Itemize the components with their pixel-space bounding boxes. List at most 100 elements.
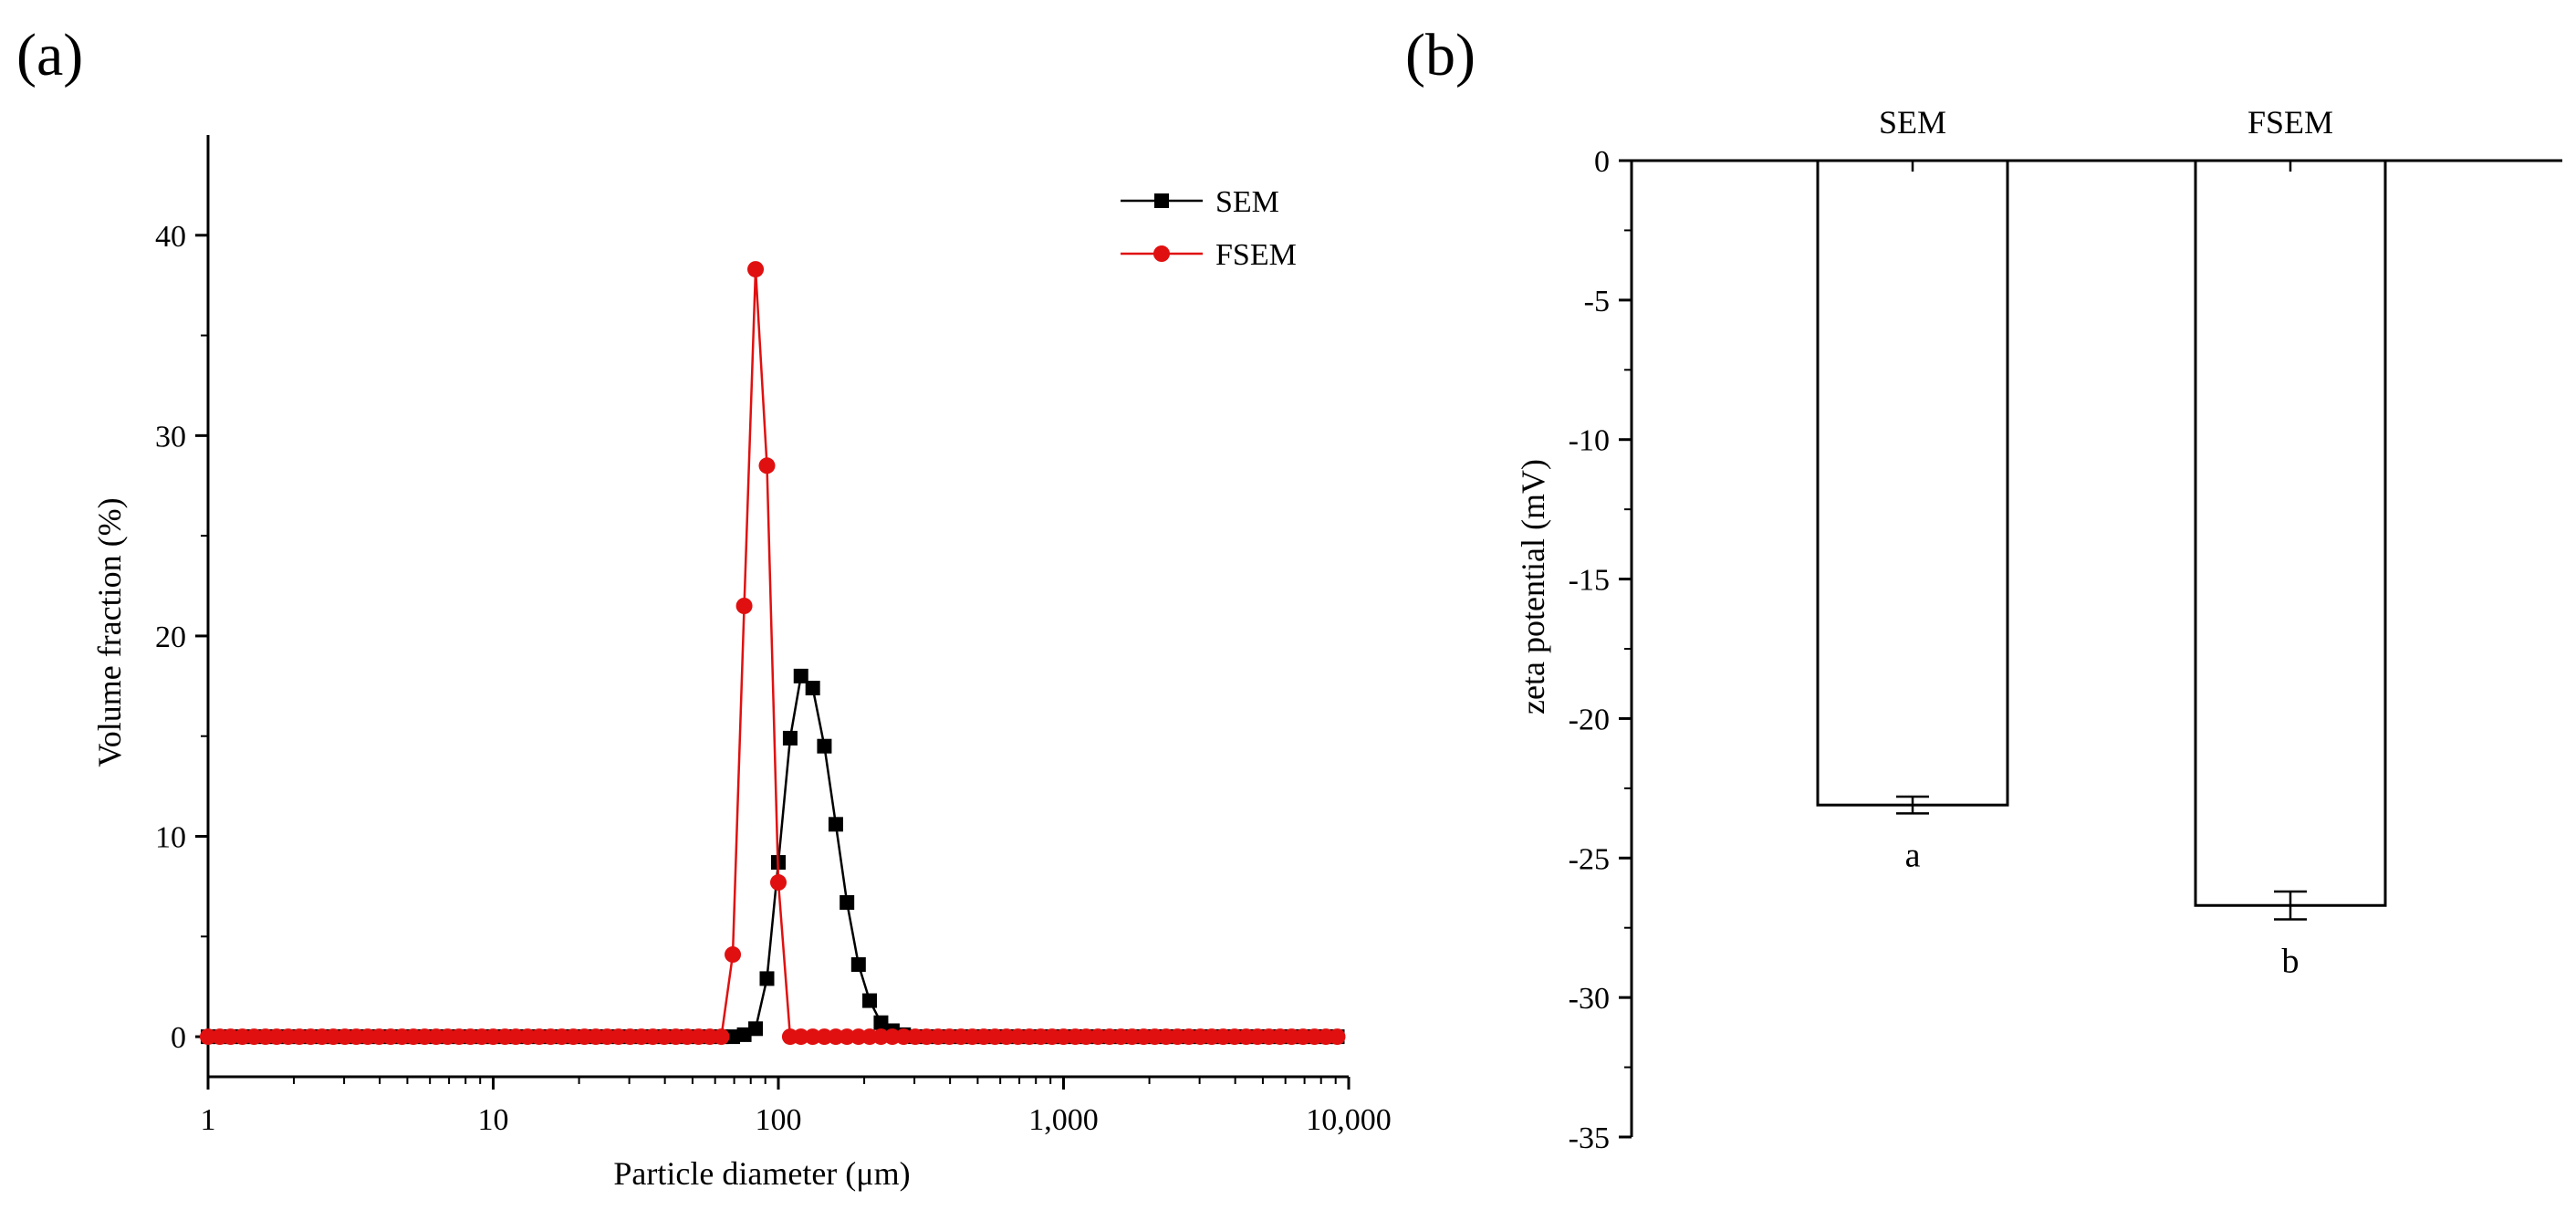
series-sem-point: [748, 1021, 764, 1037]
series-fsem-point: [929, 1028, 946, 1046]
series-fsem-point: [1157, 1028, 1174, 1046]
legend-sem-label: SEM: [1215, 185, 1279, 219]
series-fsem-point: [998, 1028, 1016, 1046]
series-fsem-point: [610, 1028, 627, 1046]
series-fsem-point: [416, 1028, 433, 1046]
series-fsem-point: [1100, 1028, 1118, 1046]
series-fsem-point: [428, 1028, 445, 1046]
series-sem-point: [840, 894, 855, 910]
panel-a-axes: 0 10 20 30 40 1 10 100 1,000 10,000: [155, 135, 1392, 1137]
series-fsem-point: [245, 1028, 263, 1046]
series-fsem-point: [632, 1028, 650, 1046]
panel-b-y-tick-label: -20: [1569, 703, 1610, 736]
series-fsem-point: [758, 457, 776, 475]
category-label-fsem: FSEM: [2247, 104, 2333, 141]
series-fsem-point: [872, 1028, 890, 1046]
zeta-potential-panel: (b) 0 -5 -10 -15 -20 -25 -30 -35 SEM a FSEM b zeta…: [1405, 22, 2562, 1155]
panel-a-y-tick-label: 30: [155, 420, 186, 454]
series-fsem-point: [439, 1028, 456, 1046]
series-fsem-point: [1032, 1028, 1049, 1046]
panel-a-y-tick-label: 20: [155, 621, 186, 654]
panel-b-y-tick-label: -15: [1569, 564, 1610, 598]
series-fsem-point: [553, 1028, 570, 1046]
series-fsem-point: [1078, 1028, 1095, 1046]
series-sem-point: [782, 730, 798, 746]
series-fsem-point: [1180, 1028, 1197, 1046]
series-fsem-point: [941, 1028, 958, 1046]
panel-b-y-axis-title: zeta potential (mV): [1515, 459, 1551, 715]
series-fsem-point: [1306, 1028, 1323, 1046]
series-fsem-point: [975, 1028, 993, 1046]
series-sem-point: [828, 817, 843, 832]
panel-b-bars: SEM a FSEM b: [1816, 104, 2387, 981]
panel-b-y-tick-label: -10: [1569, 424, 1610, 458]
series-fsem-point: [735, 598, 753, 614]
series-fsem-point: [1295, 1028, 1312, 1046]
series-fsem-point: [302, 1028, 319, 1046]
series-fsem-point: [473, 1028, 490, 1046]
series-sem-point: [736, 1027, 752, 1042]
significance-label-sem: a: [1905, 836, 1921, 874]
series-fsem-point: [725, 946, 742, 964]
bar-sem: [1816, 159, 2009, 807]
panel-a-y-tick-label: 40: [155, 220, 186, 254]
series-fsem-point: [1043, 1028, 1060, 1046]
series-fsem-point: [291, 1028, 308, 1046]
series-fsem-point: [462, 1028, 479, 1046]
series-fsem-point: [1225, 1028, 1243, 1046]
series-fsem-point: [1090, 1028, 1107, 1046]
panel-b-axes: 0 -5 -10 -15 -20 -25 -30 -35: [1569, 145, 2562, 1155]
series-fsem-point: [1009, 1028, 1027, 1046]
panel-b-y-tick-label: -5: [1584, 285, 1610, 318]
series-fsem-point: [713, 1028, 730, 1046]
series-sem-point: [862, 993, 878, 1008]
series-fsem-point: [405, 1028, 422, 1046]
series-fsem-point: [1021, 1028, 1038, 1046]
series-fsem-point: [451, 1028, 468, 1046]
panel-a-x-tick-label: 1,000: [1028, 1103, 1099, 1137]
series-fsem-point: [337, 1028, 354, 1046]
series-fsem-point: [701, 1028, 718, 1046]
series-fsem-point: [1146, 1028, 1163, 1046]
series-fsem-point: [382, 1028, 400, 1046]
series-fsem-point: [953, 1028, 970, 1046]
panel-a-x-tick-label: 10,000: [1306, 1103, 1392, 1137]
series-sem-point: [725, 1029, 741, 1045]
legend-fsem-marker: [1153, 245, 1170, 262]
series-sem-point: [793, 668, 808, 683]
series-fsem-point: [507, 1028, 525, 1046]
panel-b-y-tick-label: -35: [1569, 1121, 1610, 1155]
bar-fsem: [2194, 159, 2387, 907]
series-fsem-point: [1260, 1028, 1278, 1046]
category-label-sem: SEM: [1879, 104, 1946, 141]
significance-label-fsem: b: [2282, 943, 2300, 981]
series-fsem-point: [690, 1028, 707, 1046]
panel-a-label: (a): [16, 22, 83, 89]
series-fsem-point: [1203, 1028, 1220, 1046]
series-sem-point: [817, 738, 832, 754]
series-fsem-point: [1055, 1028, 1072, 1046]
series-fsem-point: [1329, 1028, 1346, 1046]
series-fsem-point: [234, 1028, 251, 1046]
series-fsem-point: [1318, 1028, 1335, 1046]
panel-a-y-tick-label: 10: [155, 821, 186, 855]
series-fsem-point: [576, 1028, 593, 1046]
panel-b-y-tick-label: 0: [1594, 145, 1610, 179]
series-fsem-point: [370, 1028, 388, 1046]
series-fsem-point: [587, 1028, 604, 1046]
series-fsem-point: [1192, 1028, 1209, 1046]
legend-sem-marker: [1154, 193, 1169, 208]
series-fsem-point: [1283, 1028, 1300, 1046]
panel-a-series: [200, 261, 1346, 1046]
panel-a-x-tick-label: 100: [756, 1103, 802, 1137]
series-fsem-point: [964, 1028, 981, 1046]
particle-size-panel: (a) 0 10 20 30 40 1 10 100 1,000 10,000 SEM FSEM P…: [16, 22, 1392, 1192]
panel-a-x-tick-label: 10: [478, 1103, 509, 1137]
series-fsem-point: [268, 1028, 286, 1046]
series-sem-point: [805, 681, 820, 696]
series-fsem-point: [359, 1028, 376, 1046]
panel-b-y-tick-label: -25: [1569, 842, 1610, 876]
series-fsem-point: [839, 1028, 856, 1046]
series-fsem-point: [519, 1028, 537, 1046]
